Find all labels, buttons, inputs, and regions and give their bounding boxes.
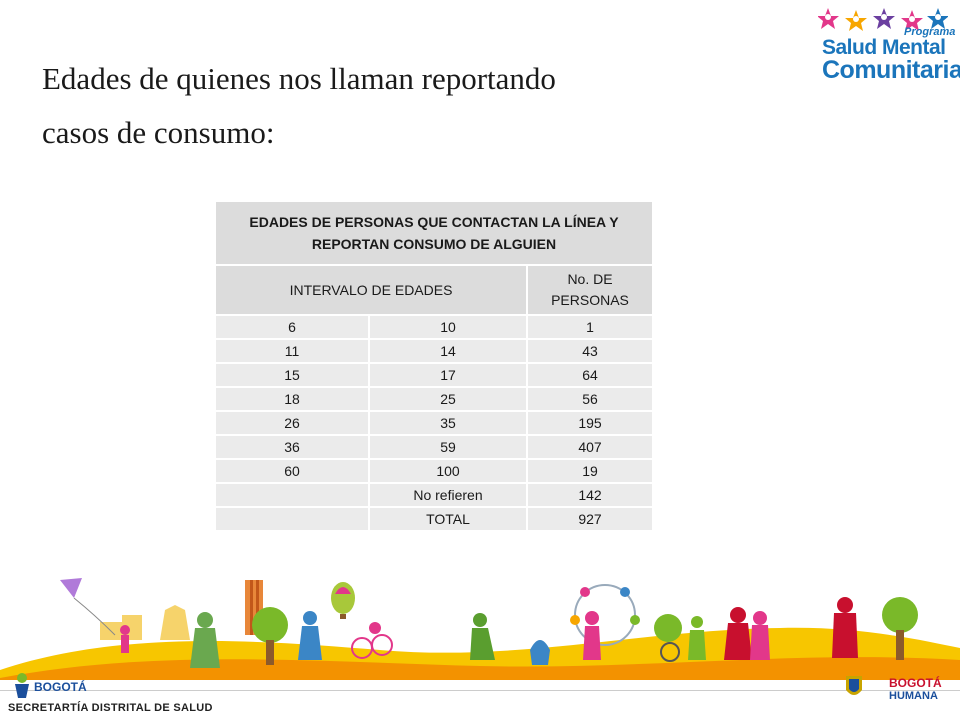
logo-line-2: Comunitaria [822, 56, 960, 84]
slide-title-line-1: Edades de quienes nos llaman reportando [42, 61, 556, 96]
logo-programa-text: Programa [904, 26, 956, 38]
row-to: 100 [368, 458, 528, 484]
row-to: 17 [368, 362, 528, 388]
row-to: 14 [368, 338, 528, 364]
row-to: No refieren [368, 482, 528, 508]
logo-line-1: Salud Mental [822, 36, 946, 59]
row-count: 195 [526, 410, 654, 436]
table-row: 6 10 1 [214, 314, 654, 340]
table-header-row: EDADES DE PERSONAS QUE CONTACTAN LA LÍNE… [214, 200, 654, 266]
row-count: 142 [526, 482, 654, 508]
row-count: 64 [526, 362, 654, 388]
table-row: 36 59 407 [214, 434, 654, 460]
secretaria-text: SECRETARTÍA DISTRITAL DE SALUD [8, 702, 213, 714]
table-row: 60 100 19 [214, 458, 654, 484]
row-from: 36 [214, 434, 370, 460]
table-subheader-row: INTERVALO DE EDADES No. DE PERSONAS [214, 264, 654, 316]
row-to: 35 [368, 410, 528, 436]
col-count-header: No. DE PERSONAS [526, 264, 654, 316]
row-count: 1 [526, 314, 654, 340]
row-to: 10 [368, 314, 528, 340]
city-illustration-banner [0, 578, 960, 680]
table-row: No refieren 142 [214, 482, 654, 508]
table-row: 26 35 195 [214, 410, 654, 436]
row-from: 18 [214, 386, 370, 412]
row-from [214, 506, 370, 532]
col-interval-header: INTERVALO DE EDADES [214, 264, 528, 316]
salud-mental-logo: Programa Salud Mental Comunitaria [808, 4, 960, 94]
row-count: 19 [526, 458, 654, 484]
table-header: EDADES DE PERSONAS QUE CONTACTAN LA LÍNE… [214, 200, 654, 266]
bogota-right-text: BOGOTÁ [889, 676, 942, 690]
row-to: 25 [368, 386, 528, 412]
row-from: 60 [214, 458, 370, 484]
row-to: 59 [368, 434, 528, 460]
row-from: 15 [214, 362, 370, 388]
bogota-left-text: BOGOTÁ [34, 680, 87, 694]
row-count: 407 [526, 434, 654, 460]
bogota-figure-icon [15, 673, 29, 698]
bogota-humana-logo: BOGOTÁ HUMANA [885, 676, 955, 706]
table-row: 18 25 56 [214, 386, 654, 412]
row-count: 927 [526, 506, 654, 532]
table-row: 15 17 64 [214, 362, 654, 388]
table-row: 11 14 43 [214, 338, 654, 364]
row-count: 56 [526, 386, 654, 412]
row-to: TOTAL [368, 506, 528, 532]
row-from: 11 [214, 338, 370, 364]
slide-title: Edades de quienes nos llaman reportando … [42, 52, 762, 160]
row-from: 6 [214, 314, 370, 340]
table-total-row: TOTAL 927 [214, 506, 654, 532]
bogota-left-logo: BOGOTÁ [12, 672, 92, 702]
logo-figures-icon [818, 8, 948, 31]
alcaldia-shield-icon [846, 676, 862, 695]
row-from: 26 [214, 410, 370, 436]
humana-text: HUMANA [889, 690, 938, 702]
footer-divider [0, 690, 960, 691]
row-from [214, 482, 370, 508]
age-table: EDADES DE PERSONAS QUE CONTACTAN LA LÍNE… [214, 200, 654, 532]
row-count: 43 [526, 338, 654, 364]
slide-title-line-2: casos de consumo: [42, 115, 275, 150]
